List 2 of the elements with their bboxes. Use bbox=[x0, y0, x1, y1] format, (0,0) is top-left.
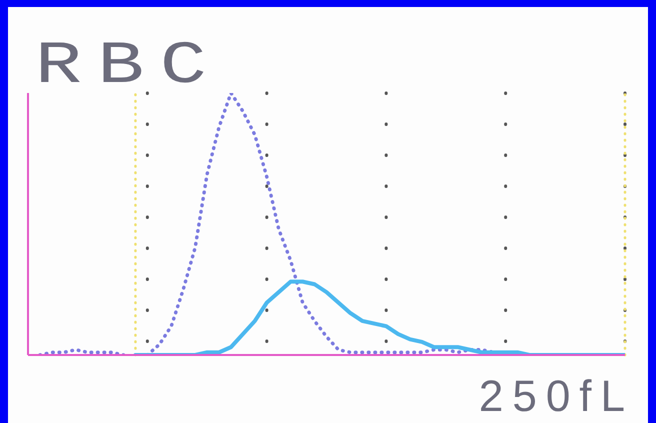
chart-title: RBC bbox=[35, 33, 222, 101]
text: 250fL bbox=[478, 372, 634, 421]
